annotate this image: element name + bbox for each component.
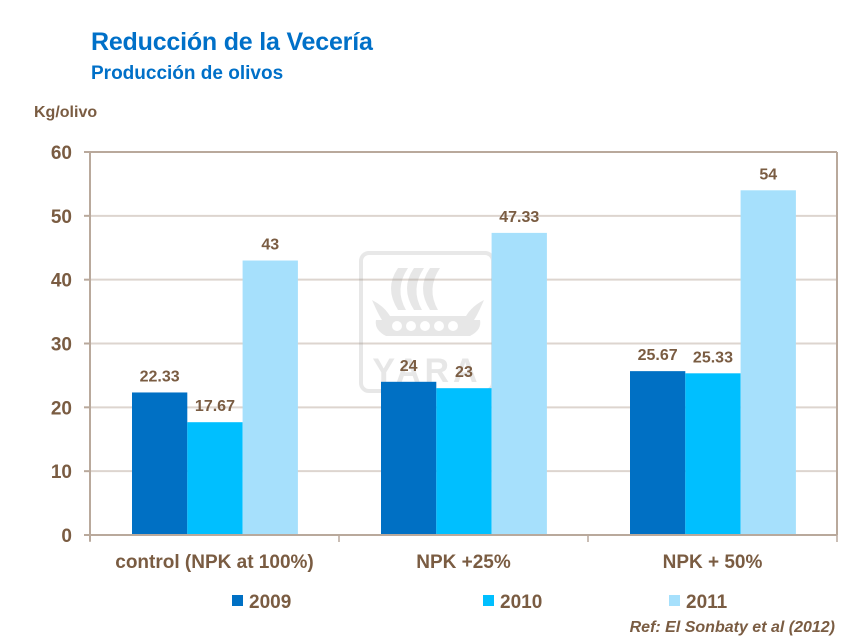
x-category-label: control (NPK at 100%) [115,552,313,573]
x-category-labels: control (NPK at 100%) NPK +25% NPK + 50% [115,552,762,573]
data-label-2009: 22.33 [140,368,180,385]
bar-2011 [242,260,298,535]
data-label-2010: 25.33 [693,349,733,366]
bar-2010 [187,422,243,535]
y-tick-label: 30 [51,335,72,356]
bar-2011 [740,190,796,536]
data-label-2011: 47.33 [499,209,539,226]
legend-marker-2009 [232,595,243,606]
x-category-label: NPK + 50% [663,552,763,573]
legend-marker-2010 [483,595,494,606]
data-label-2009: 24 [400,358,418,375]
axes [84,151,838,542]
viking-ship-logo-icon [372,268,484,336]
data-label-2009: 25.67 [638,347,678,364]
y-tick-label: 20 [51,398,72,419]
yara-watermark: YARA [359,251,495,393]
bar-2010 [685,373,741,535]
bars [132,190,796,536]
data-label-2011: 54 [759,166,777,183]
legend-marker-2011 [669,595,680,606]
chart-title: Reducción de la Vecería [91,28,373,56]
data-label-2010: 17.67 [195,398,235,415]
legend-label-2009: 2009 [249,592,291,613]
bar-2009 [381,381,437,535]
bar-2010 [436,388,492,535]
bar-2009 [132,392,188,535]
y-axis-label: Kg/olivo [34,104,98,121]
y-tick-label: 0 [61,526,72,547]
x-category-label: NPK +25% [416,552,511,573]
y-tick-label: 40 [51,271,72,292]
data-label-2010: 23 [455,364,473,381]
y-tick-label: 10 [51,462,72,483]
y-tick-labels: 0 10 20 30 40 50 60 [51,143,72,547]
data-labels: 22.33 24 25.67 17.67 23 25.33 43 47.33 54 [140,166,778,415]
legend-label-2011: 2011 [686,592,728,613]
y-tick-label: 50 [51,207,72,228]
bar-2009 [630,371,686,535]
data-label-2011: 43 [261,237,279,254]
bar-2011 [491,232,547,535]
legend-label-2010: 2010 [500,592,542,613]
y-tick-label: 60 [51,143,72,164]
legend: 2009 2010 2011 [232,592,728,613]
chart-subtitle: Producción de olivos [91,63,284,84]
reference-note: Ref: El Sonbaty et al (2012) [629,619,835,636]
